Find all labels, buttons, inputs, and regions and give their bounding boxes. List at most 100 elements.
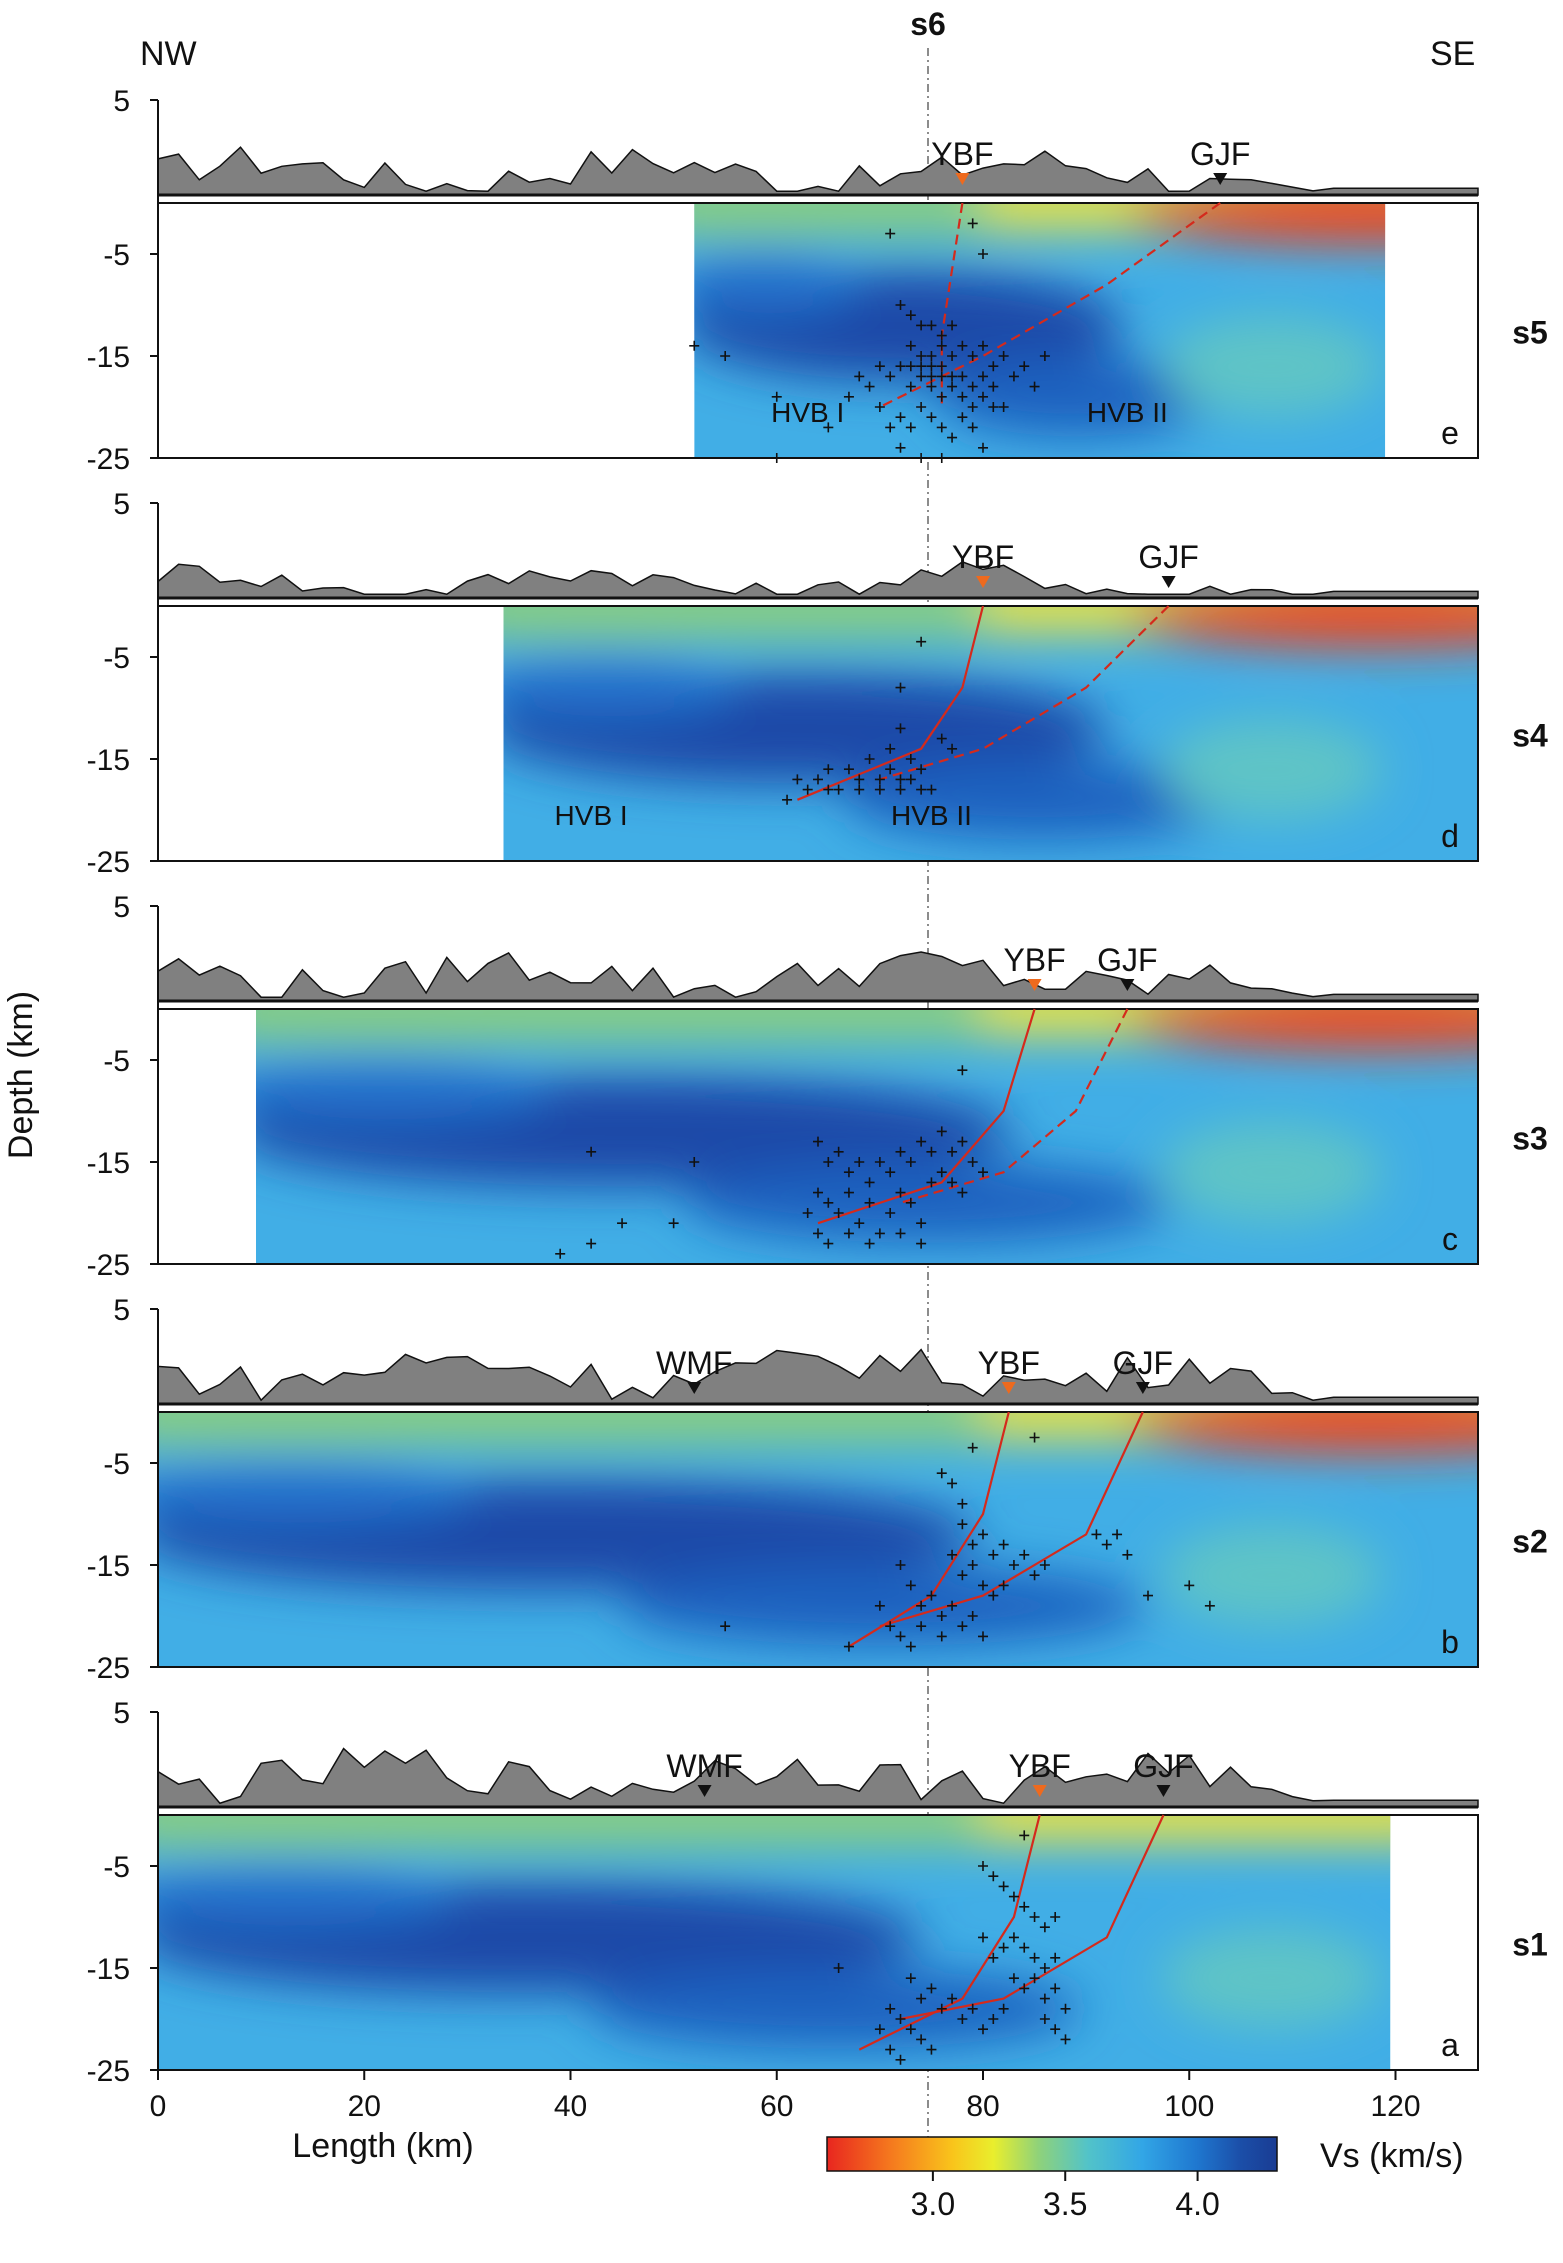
earthquake-marker [885,743,896,754]
earthquake-marker [1029,1912,1040,1922]
earthquake-marker [947,1600,958,1611]
earthquake-marker [895,774,906,785]
earthquake-marker [926,784,937,795]
earthquake-marker [978,1861,988,1871]
earthquake-marker [905,1157,916,1167]
y-tick-label: -25 [87,1652,130,1685]
earthquake-marker [957,391,968,402]
earthquake-marker [1060,2034,1071,2045]
earthquake-marker [947,743,958,754]
earthquake-marker [1019,1549,1030,1560]
earthquake-marker [813,1228,823,1239]
earthquake-marker [813,774,823,785]
hvb-body [589,1968,1083,2049]
earthquake-marker [988,402,999,412]
earthquake-marker [1050,1912,1061,1922]
earthquake-marker [978,1631,988,1642]
earthquake-marker [1039,351,1050,361]
earthquake-marker [1019,361,1030,372]
fault-marker-wmf [687,1382,702,1394]
fault-label-gjf: GJF [1113,1345,1173,1381]
hvb-body [694,254,861,315]
earthquake-marker [854,371,865,382]
earthquake-marker [1143,1590,1153,1601]
colorbar: 3.0 3.5 4.0 Vs (km/s) [826,2136,1464,2222]
earthquake-marker [957,1065,968,1076]
red-anomaly [1127,1009,1478,1049]
low-vel-body [1161,1525,1382,1626]
fault-marker-ybf [1027,979,1042,991]
earthquake-marker [988,1871,999,1882]
earthquake-marker [895,1187,906,1198]
earthquake-marker [936,2003,947,2014]
hvb-body [158,1866,454,1927]
earthquake-marker [895,1146,906,1157]
earthquake-marker [874,2024,885,2035]
fault-marker-ybf [1032,1785,1047,1797]
earthquake-marker [1019,1830,1030,1841]
colorbar-tick-label: 3.0 [911,2186,955,2222]
fault-marker-ybf [1001,1382,1016,1394]
earthquake-marker [957,1519,968,1530]
section-border [157,1411,1479,1668]
low-vel-body [1161,1122,1382,1223]
earthquake-marker [916,1238,927,1249]
earthquake-marker [617,1218,628,1229]
earthquake-marker [978,2024,988,2035]
earthquake-marker [936,371,947,382]
topography-profile [157,1348,1479,1405]
earthquake-marker [874,402,885,412]
earthquake-marker [947,381,958,392]
earthquake-marker [967,2003,978,2014]
earthquake-marker [864,754,875,764]
profile-label: s5 [1512,314,1548,350]
colorbar-tick-label: 4.0 [1175,2186,1219,2222]
earthquake-marker [1029,1973,1040,1984]
x-axis-title: Length (km) [292,2127,473,2165]
earthquake-marker [916,320,927,331]
earthquake-marker [967,422,978,433]
topography-profile [157,951,1479,1002]
earthquake-marker [988,1952,999,1963]
earthquake-marker [1060,2003,1071,2014]
velocity-field [255,1009,1478,1264]
se-label: SE [1430,35,1475,73]
velocity-blobs [158,1815,1391,2049]
fault-trace-gjf [879,1411,1144,1628]
earthquake-marker [947,432,958,443]
y-tick-label: -5 [103,239,130,272]
earthquake-marker [988,1549,999,1560]
earthquake-marker [957,412,968,423]
earthquake-marker [668,1218,679,1229]
earthquake-marker [823,764,834,775]
earthquake-marker [926,1146,937,1157]
y-tick-label: -5 [103,1045,130,1078]
panel-letter: b [1441,1624,1459,1660]
earthquake-marker [978,1932,988,1943]
y-tick-label: -15 [87,1550,130,1583]
earthquake-marker [978,340,988,351]
fault-trace-ybf [848,1411,1010,1648]
earthquake-marker [874,1157,885,1167]
section-border [157,1814,1479,2071]
earthquake-marker [905,774,916,785]
earthquake-marker [864,1197,875,1208]
earthquake-marker [967,1560,978,1570]
earthquake-marker [885,371,896,382]
earthquake-marker [823,422,834,433]
earthquake-marker [854,774,865,785]
colorbar-ticks: 3.0 3.5 4.0 [911,2171,1220,2222]
earthquake-marker [874,774,885,785]
earthquake-marker [1008,1560,1019,1570]
earthquake-marker [782,794,793,805]
profile-label: s2 [1512,1523,1548,1559]
earthquake-marker [936,1631,947,1642]
earthquake-marker [947,320,958,331]
nw-label: NW [140,35,197,73]
earthquake-marker [916,402,927,412]
s6-label: s6 [910,6,946,42]
earthquake-marker [823,1238,834,1249]
earthquake-marker [905,1641,916,1652]
earthquake-marker [895,442,906,453]
earthquake-marker [1184,1580,1195,1591]
